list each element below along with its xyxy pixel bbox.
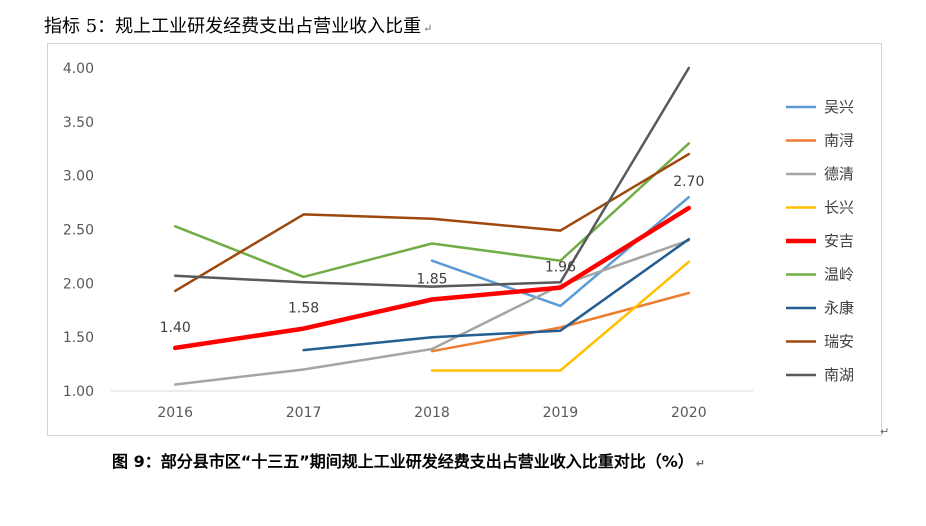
- y-tick-label: 1.00: [63, 384, 94, 400]
- legend-label: 南湖: [824, 366, 854, 384]
- y-tick-label: 2.50: [63, 223, 94, 239]
- document-heading: 指标 5：规上工业研发经费支出占营业收入比重 ↵: [44, 12, 432, 38]
- y-tick-label: 4.00: [63, 61, 94, 77]
- data-label: 1.85: [416, 271, 447, 287]
- series-line-7: [302, 237, 691, 352]
- data-label: 2.70: [673, 174, 704, 190]
- legend-label: 安吉: [824, 232, 854, 250]
- line-chart: 1.00 1.50 2.00 2.50 3.00 3.50 4.00 2016 2017 2018…: [63, 61, 854, 421]
- legend-label: 瑞安: [824, 333, 854, 351]
- legend-label: 德清: [824, 165, 854, 183]
- series-line-2: [430, 291, 691, 353]
- x-tick-label: 2017: [286, 405, 322, 421]
- legend-label: 南浔: [824, 132, 854, 150]
- paragraph-mark-icon: ↵: [423, 22, 433, 35]
- caption-text: 图 9：部分县市区“十三五”期间规上工业研发经费支出占营业收入比重对比（%）: [112, 452, 694, 471]
- data-label: 1.96: [545, 260, 576, 276]
- y-tick-label: 3.50: [63, 115, 94, 131]
- series-line-6: [173, 142, 691, 279]
- figure-caption: 图 9：部分县市区“十三五”期间规上工业研发经费支出占营业收入比重对比（%） ↵: [112, 448, 705, 472]
- legend-label: 长兴: [824, 199, 854, 217]
- legend-label: 吴兴: [824, 98, 854, 116]
- legend-label: 温岭: [824, 266, 854, 284]
- heading-text: 指标 5：规上工业研发经费支出占营业收入比重: [44, 16, 422, 37]
- y-tick-label: 2.00: [63, 276, 94, 292]
- series-line-9: [173, 66, 691, 288]
- legend-label: 永康: [824, 299, 854, 317]
- x-tick-label: 2019: [543, 405, 579, 421]
- y-tick-label: 1.50: [63, 330, 94, 346]
- chart-area: 1.00 1.50 2.00 2.50 3.00 3.50 4.00 2016 2017 2018…: [47, 43, 882, 436]
- paragraph-mark-icon: ↵: [695, 457, 705, 470]
- x-tick-label: 2018: [414, 405, 450, 421]
- data-label: 1.40: [160, 320, 191, 336]
- x-tick-label: 2020: [671, 405, 707, 421]
- y-tick-label: 3.00: [63, 169, 94, 185]
- series-line-5: [172, 205, 692, 351]
- series-line-8: [173, 152, 691, 293]
- data-label: 1.58: [288, 301, 319, 317]
- x-tick-label: 2016: [157, 405, 193, 421]
- paragraph-mark-icon: ↵: [880, 425, 890, 438]
- series-line-3: [173, 239, 691, 386]
- series-line-4: [430, 260, 691, 372]
